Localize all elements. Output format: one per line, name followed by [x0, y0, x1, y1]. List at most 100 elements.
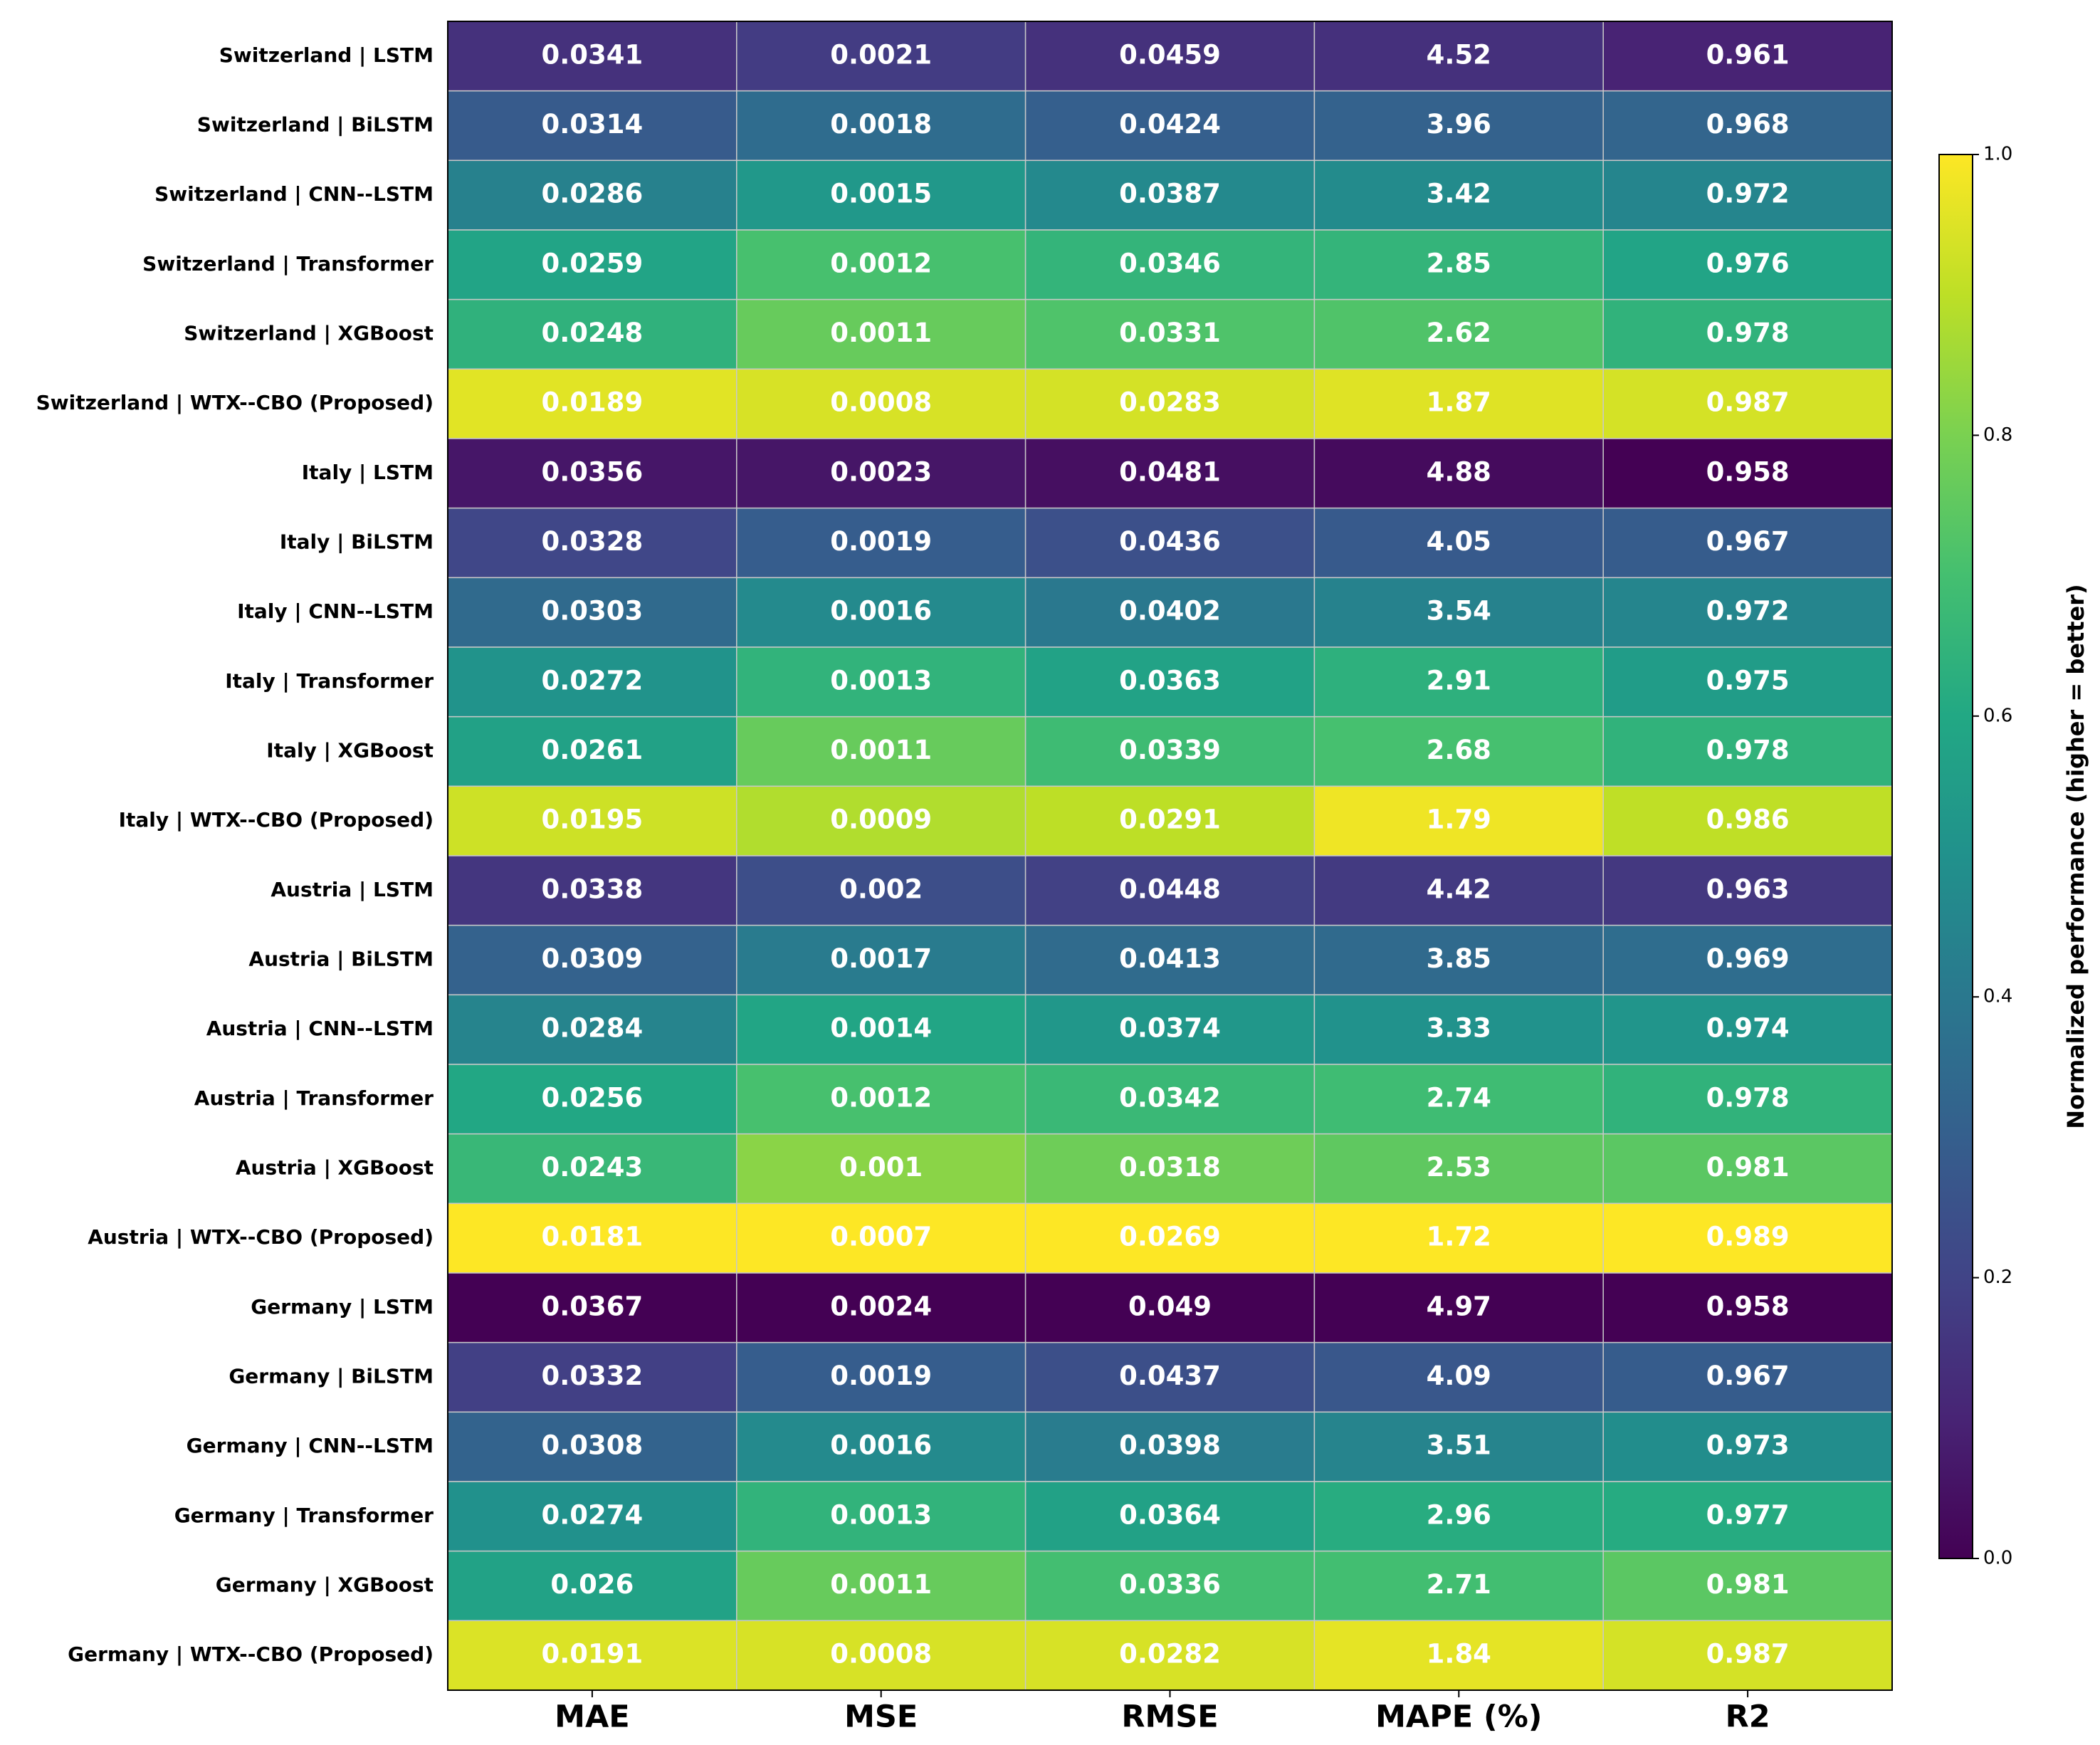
cell-value: 0.0398 [1119, 1430, 1221, 1461]
cell-value: 0.002 [839, 874, 923, 904]
cell-value: 4.09 [1427, 1361, 1491, 1391]
row-label: Switzerland | XGBoost [184, 322, 434, 345]
cell-value: 0.0195 [542, 805, 644, 835]
cell-value: 0.0448 [1119, 874, 1221, 904]
heatmap-cell [1024, 1411, 1316, 1482]
cell-value: 0.978 [1706, 735, 1790, 765]
colorbar-label: Normalized performance (higher = better) [2062, 584, 2089, 1128]
cell-value: 0.967 [1706, 526, 1790, 557]
row-label: Germany | WTX--CBO (Proposed) [68, 1642, 434, 1666]
heatmap-cell [736, 1341, 1027, 1413]
cell-value: 0.0283 [1119, 387, 1221, 418]
cell-value: 0.049 [1128, 1291, 1212, 1321]
heatmap-cell [447, 1550, 737, 1622]
row-label: Germany | CNN--LSTM [187, 1434, 434, 1457]
cell-value: 0.0261 [542, 735, 644, 765]
cell-value: 1.72 [1427, 1222, 1491, 1252]
row-label: Germany | BiLSTM [229, 1365, 434, 1388]
row-label: Switzerland | Transformer [142, 252, 434, 276]
row-label: Italy | WTX--CBO (Proposed) [119, 808, 434, 832]
heatmap-cell [736, 646, 1027, 718]
cell-value: 0.0387 [1119, 179, 1221, 209]
cell-value: 0.001 [839, 1152, 923, 1183]
heatmap-cell [736, 785, 1027, 856]
cell-value: 0.0286 [542, 179, 644, 209]
heatmap-cell [1024, 1202, 1316, 1274]
cell-value: 0.981 [1706, 1152, 1790, 1183]
heatmap-cell [1602, 1133, 1893, 1205]
heatmap-cell [1024, 1341, 1316, 1413]
heatmap-cell [1602, 159, 1893, 231]
cell-value: 3.33 [1427, 1013, 1491, 1044]
heatmap-cell [1313, 855, 1604, 926]
heatmap-cell [1313, 924, 1604, 996]
cell-value: 0.0481 [1119, 456, 1221, 487]
row-label: Switzerland | LSTM [219, 43, 434, 67]
cell-value: 0.973 [1706, 1430, 1790, 1461]
cell-value: 0.0308 [542, 1430, 644, 1461]
cell-value: 0.0437 [1119, 1361, 1221, 1391]
cell-value: 0.968 [1706, 109, 1790, 140]
cell-value: 0.0014 [830, 1013, 932, 1044]
heatmap-cell [447, 1620, 737, 1691]
cell-value: 0.0256 [542, 1082, 644, 1113]
cell-value: 4.52 [1427, 39, 1491, 70]
cell-value: 0.0189 [542, 387, 644, 418]
cell-value: 2.91 [1427, 665, 1491, 696]
heatmap-cell [1313, 785, 1604, 856]
cell-value: 0.986 [1706, 805, 1790, 835]
cell-value: 0.0024 [830, 1291, 932, 1321]
cell-value: 0.0331 [1119, 318, 1221, 348]
cell-value: 0.0181 [542, 1222, 644, 1252]
heatmap-cell [1602, 1481, 1893, 1552]
cell-value: 0.0008 [830, 1639, 932, 1670]
heatmap-cell [1313, 229, 1604, 300]
heatmap-cell [1024, 1064, 1316, 1135]
heatmap-cell [1313, 159, 1604, 231]
heatmap-cell [447, 785, 737, 856]
heatmap-cell [1024, 1620, 1316, 1691]
row-label: Austria | WTX--CBO (Proposed) [88, 1225, 434, 1249]
cell-value: 0.0309 [542, 943, 644, 974]
row-label: Italy | CNN--LSTM [237, 599, 434, 623]
cell-value: 0.0303 [542, 596, 644, 627]
heatmap-cell [736, 924, 1027, 996]
heatmap-cell [1602, 1620, 1893, 1691]
cell-value: 0.0013 [830, 1499, 932, 1530]
row-label: Austria | Transformer [194, 1086, 434, 1110]
cell-value: 2.53 [1427, 1152, 1491, 1183]
row-label: Switzerland | BiLSTM [197, 113, 434, 137]
cell-value: 0.958 [1706, 1291, 1790, 1321]
heatmap-cell [736, 577, 1027, 648]
heatmap-cell [736, 1481, 1027, 1552]
row-label: Germany | LSTM [251, 1295, 434, 1319]
cell-value: 0.0291 [1119, 805, 1221, 835]
heatmap-cell [736, 994, 1027, 1065]
heatmap-cell [736, 855, 1027, 926]
heatmap-cell [1602, 1550, 1893, 1622]
heatmap-cell [1024, 646, 1316, 718]
cell-value: 0.961 [1706, 39, 1790, 70]
cell-value: 2.71 [1427, 1569, 1491, 1600]
heatmap-cell [736, 1411, 1027, 1482]
cell-value: 0.0016 [830, 1430, 932, 1461]
cell-value: 0.0191 [542, 1639, 644, 1670]
heatmap-cell [447, 90, 737, 162]
cell-value: 2.74 [1427, 1082, 1491, 1113]
cell-value: 0.0019 [830, 526, 932, 557]
heatmap-cell [1024, 368, 1316, 439]
heatmap-cell [736, 298, 1027, 370]
cell-value: 0.0413 [1119, 943, 1221, 974]
cell-value: 1.79 [1427, 805, 1491, 835]
row-label: Germany | Transformer [174, 1504, 434, 1527]
heatmap-cell [1313, 716, 1604, 787]
cell-value: 0.0269 [1119, 1222, 1221, 1252]
heatmap-cell [1313, 1064, 1604, 1135]
cell-value: 0.026 [550, 1569, 634, 1600]
row-label: Switzerland | WTX--CBO (Proposed) [36, 391, 434, 414]
heatmap-cell [1602, 21, 1893, 92]
heatmap-cell [447, 438, 737, 509]
heatmap-cell [1024, 1550, 1316, 1622]
heatmap-cell [736, 368, 1027, 439]
heatmap-cell [1313, 646, 1604, 718]
